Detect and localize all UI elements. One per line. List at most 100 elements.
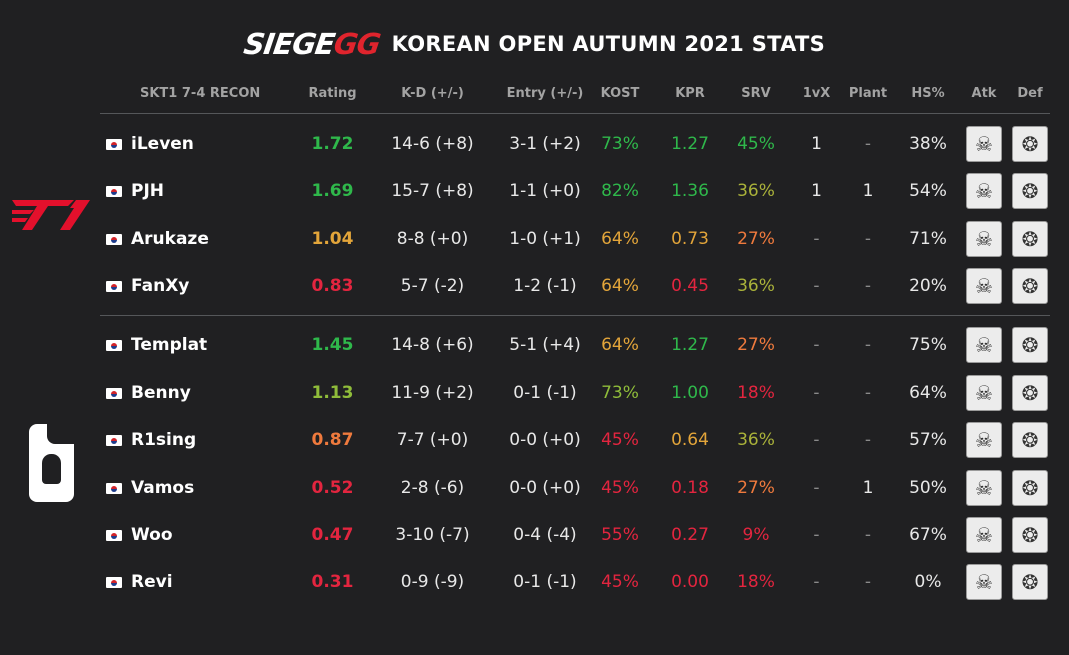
kd-value: 5-7 (-2) (400, 276, 465, 296)
srv-value: 45% (737, 134, 775, 154)
operator-icon-atk: ☠ (966, 564, 1002, 600)
srv-value: 27% (737, 478, 775, 498)
onevx-value: - (813, 430, 820, 450)
hs-value: 50% (909, 478, 947, 498)
plant-value: 1 (862, 181, 874, 201)
srv-value: 18% (737, 572, 775, 592)
title-bar: SIEGEGG KOREAN OPEN AUTUMN 2021 STATS (0, 26, 1069, 62)
operator-icon-atk: ☠ (966, 173, 1002, 209)
table-header: SKT1 7-4 RECON Rating K-D (+/-) Entry (+… (100, 86, 1050, 106)
onevx-value: - (813, 478, 820, 498)
hs-value: 67% (909, 525, 947, 545)
plant-value: - (864, 383, 872, 403)
kd-value: 14-8 (+6) (391, 335, 474, 355)
operator-icon-atk: ☠ (966, 422, 1002, 458)
def-header: Def (1017, 86, 1043, 101)
plant-header: Plant (848, 86, 888, 101)
entry-value: 0-1 (-1) (513, 383, 577, 403)
player-name: PJH (131, 181, 165, 201)
korea-flag-icon (106, 281, 122, 292)
player-name: FanXy (131, 276, 190, 296)
player-name: R1sing (131, 430, 197, 450)
kost-value: 73% (601, 383, 639, 403)
player-name: Arukaze (131, 229, 209, 249)
table-row: Woo 0.47 3-10 (-7) 0-4 (-4) 55% 0.27 9% - - 67% ☠ ❂ (100, 516, 1050, 556)
kpr-value: 0.64 (671, 430, 709, 450)
team-header: SKT1 7-4 RECON (140, 86, 261, 101)
korea-flag-icon (106, 340, 122, 351)
table-row: Revi 0.31 0-9 (-9) 0-1 (-1) 45% 0.00 18% - - 0% ☠ ❂ (100, 563, 1050, 603)
player-name: Benny (131, 383, 191, 403)
player-name: Woo (131, 525, 173, 545)
kpr-value: 1.00 (671, 383, 709, 403)
team-divider (100, 315, 1050, 316)
player-name: Revi (131, 572, 173, 592)
kpr-value: 0.18 (671, 478, 709, 498)
plant-value: - (864, 572, 872, 592)
rating-header: Rating (308, 86, 357, 101)
korea-flag-icon (106, 530, 122, 541)
table-row: Benny 1.13 11-9 (+2) 0-1 (-1) 73% 1.00 18% - - 64… (100, 374, 1050, 414)
onevx-header: 1vX (802, 86, 831, 101)
srv-value: 27% (737, 229, 775, 249)
operator-icon-def: ❂ (1012, 268, 1048, 304)
korea-flag-icon (106, 577, 122, 588)
rating-value: 1.13 (311, 383, 354, 403)
hs-value: 0% (914, 572, 942, 592)
hs-value: 57% (909, 430, 947, 450)
entry-value: 3-1 (+2) (509, 134, 581, 154)
korea-flag-icon (106, 483, 122, 494)
rating-value: 1.72 (311, 134, 354, 154)
rainbow-six-logo (29, 422, 75, 502)
hs-value: 64% (909, 383, 947, 403)
operator-icon-def: ❂ (1012, 126, 1048, 162)
entry-header: Entry (+/-) (506, 86, 584, 101)
siegegg-logo: SIEGEGG (242, 27, 382, 61)
kd-value: 8-8 (+0) (396, 229, 469, 249)
rating-value: 0.83 (311, 276, 354, 296)
kpr-value: 0.27 (671, 525, 709, 545)
kd-value: 11-9 (+2) (391, 383, 474, 403)
operator-icon-def: ❂ (1012, 221, 1048, 257)
table-row: FanXy 0.83 5-7 (-2) 1-2 (-1) 64% 0.45 36% - - 20%… (100, 267, 1050, 307)
operator-icon-def: ❂ (1012, 470, 1048, 506)
table-row: PJH 1.69 15-7 (+8) 1-1 (+0) 82% 1.36 36% 1 1 54% ☠… (100, 172, 1050, 212)
kd-value: 15-7 (+8) (391, 181, 474, 201)
table-row: iLeven 1.72 14-6 (+8) 3-1 (+2) 73% 1.27 45% 1 - 3… (100, 125, 1050, 165)
kost-value: 45% (601, 478, 639, 498)
entry-value: 1-2 (-1) (513, 276, 577, 296)
kost-value: 73% (601, 134, 639, 154)
kd-value: 0-9 (-9) (400, 572, 465, 592)
kpr-value: 0.45 (671, 276, 709, 296)
korea-flag-icon (106, 388, 122, 399)
onevx-value: 1 (811, 181, 822, 201)
srv-value: 36% (737, 181, 775, 201)
korea-flag-icon (106, 186, 122, 197)
operator-icon-atk: ☠ (966, 268, 1002, 304)
operator-icon-def: ❂ (1012, 517, 1048, 553)
operator-icon-def: ❂ (1012, 375, 1048, 411)
rating-value: 0.87 (311, 430, 354, 450)
player-name: iLeven (131, 134, 194, 154)
hs-value: 71% (909, 229, 947, 249)
entry-value: 5-1 (+4) (509, 335, 581, 355)
kd-value: 3-10 (-7) (395, 525, 470, 545)
plant-value: - (864, 276, 872, 296)
onevx-value: - (813, 525, 820, 545)
rating-value: 0.52 (311, 478, 354, 498)
rating-value: 0.47 (311, 525, 354, 545)
kost-header: KOST (600, 86, 640, 101)
operator-icon-atk: ☠ (966, 126, 1002, 162)
plant-value: - (864, 430, 872, 450)
rating-value: 1.45 (311, 335, 354, 355)
atk-header: Atk (971, 86, 997, 101)
kost-value: 64% (601, 276, 639, 296)
srv-value: 9% (742, 525, 770, 545)
kost-value: 82% (601, 181, 639, 201)
operator-icon-atk: ☠ (966, 327, 1002, 363)
entry-value: 1-0 (+1) (509, 229, 581, 249)
operator-icon-atk: ☠ (966, 470, 1002, 506)
kd-value: 14-6 (+8) (391, 134, 474, 154)
kost-value: 55% (601, 525, 639, 545)
hs-value: 54% (909, 181, 947, 201)
